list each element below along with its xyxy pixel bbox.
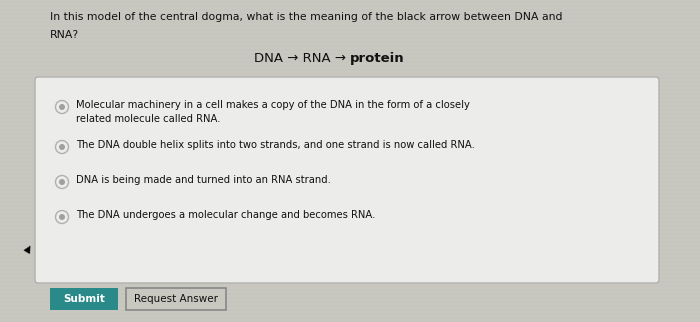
Text: The DNA undergoes a molecular change and becomes RNA.: The DNA undergoes a molecular change and… (76, 210, 375, 220)
Text: Submit: Submit (63, 294, 105, 304)
Text: DNA is being made and turned into an RNA strand.: DNA is being made and turned into an RNA… (76, 175, 331, 185)
Text: Molecular machinery in a cell makes a copy of the DNA in the form of a closely
r: Molecular machinery in a cell makes a co… (76, 100, 470, 124)
Circle shape (59, 144, 65, 150)
Circle shape (59, 214, 65, 220)
Circle shape (59, 179, 65, 185)
Text: RNA?: RNA? (50, 30, 79, 40)
FancyBboxPatch shape (126, 288, 226, 310)
Text: The DNA double helix splits into two strands, and one strand is now called RNA.: The DNA double helix splits into two str… (76, 140, 475, 150)
Text: ▲: ▲ (22, 242, 34, 254)
FancyBboxPatch shape (35, 77, 659, 283)
Text: In this model of the central dogma, what is the meaning of the black arrow betwe: In this model of the central dogma, what… (50, 12, 563, 22)
Text: DNA → RNA →: DNA → RNA → (253, 52, 350, 65)
Text: protein: protein (350, 52, 405, 65)
FancyBboxPatch shape (50, 288, 118, 310)
Text: Request Answer: Request Answer (134, 294, 218, 304)
Circle shape (59, 104, 65, 110)
